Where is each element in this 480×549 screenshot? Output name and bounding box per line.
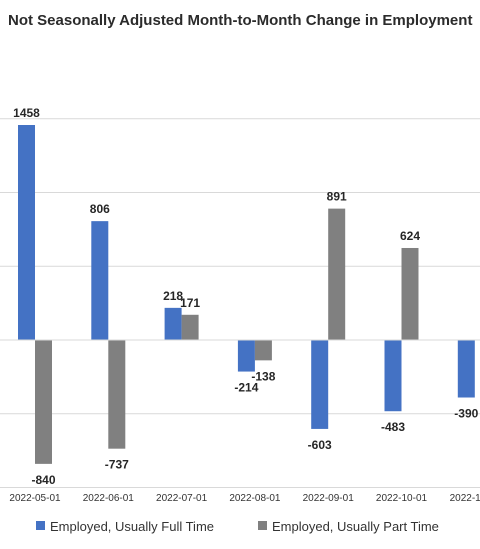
legend-swatch — [258, 521, 267, 530]
full-time-value-label: 1458 — [13, 106, 40, 120]
legend-label: Employed, Usually Full Time — [50, 519, 214, 534]
legend-swatch — [36, 521, 45, 530]
part-time-bar — [401, 247, 419, 340]
part-time-value-label: -840 — [31, 473, 55, 487]
full-time-value-label: -483 — [381, 420, 405, 434]
full-time-bar — [91, 221, 109, 340]
full-time-bar — [237, 340, 255, 372]
x-tick-label: 2022-11-01 — [450, 493, 480, 504]
part-time-value-label: -737 — [105, 458, 129, 472]
part-time-bar — [328, 208, 346, 340]
full-time-value-label: 218 — [163, 289, 183, 303]
full-time-value-label: -214 — [234, 381, 258, 395]
part-time-bar — [35, 340, 52, 464]
x-tick-label: 2022-09-01 — [303, 493, 355, 504]
chart-title: Not Seasonally Adjusted Month-to-Month C… — [8, 12, 472, 29]
full-time-bar — [18, 125, 35, 340]
bars — [18, 125, 475, 464]
x-tick-labels: 2022-05-01 2022-06-01 2022-07-01 2022-08-01… — [9, 493, 480, 504]
full-time-bar — [164, 307, 182, 340]
part-time-value-label: 171 — [180, 296, 200, 310]
part-time-bar — [108, 340, 126, 449]
full-time-bar — [384, 340, 402, 412]
legend: Employed, Usually Full Time Employed, Usu… — [36, 519, 439, 534]
x-tick-label: 2022-06-01 — [83, 493, 135, 504]
legend-label: Employed, Usually Part Time — [272, 519, 439, 534]
full-time-value-label: -390 — [454, 407, 478, 421]
x-tick-label: 2022-10-01 — [376, 493, 428, 504]
x-tick-label: 2022-07-01 — [156, 493, 208, 504]
full-time-value-label: 806 — [90, 202, 110, 216]
part-time-bar — [254, 340, 272, 361]
x-tick-label: 2022-05-01 — [9, 493, 61, 504]
part-time-bar — [181, 314, 199, 340]
x-tick-label: 2022-08-01 — [229, 493, 281, 504]
part-time-value-label: 624 — [400, 229, 420, 243]
full-time-bar — [311, 340, 329, 429]
gridlines — [0, 118, 480, 488]
full-time-bar — [457, 340, 475, 398]
part-time-value-label: -138 — [251, 369, 275, 383]
part-time-value-label: 891 — [327, 190, 347, 204]
full-time-value-label: -603 — [308, 438, 332, 452]
